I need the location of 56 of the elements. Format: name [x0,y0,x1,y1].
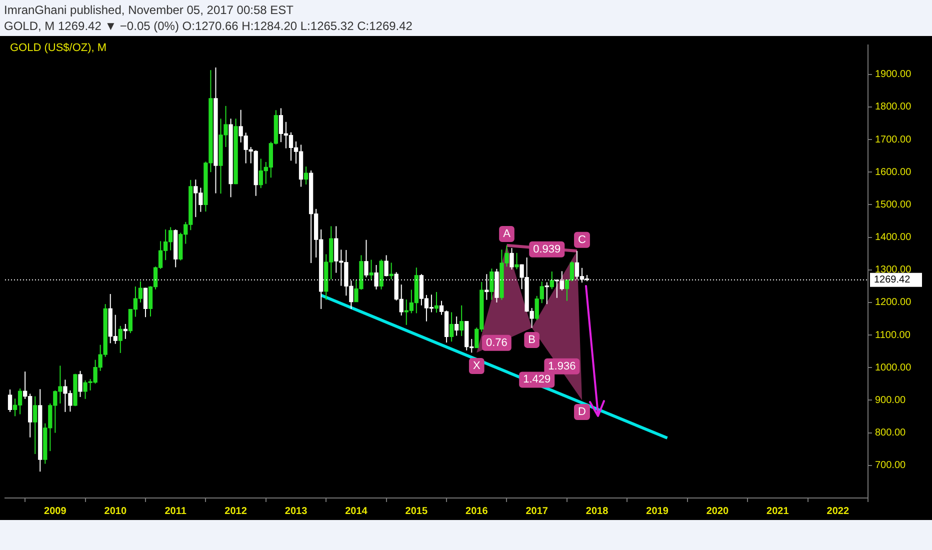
x-tick-label: 2013 [284,506,308,517]
text: ImranGhani published, November 05, 2017 00:58 EST [4,2,295,18]
annotation: C [578,234,586,246]
x-tick-label: 2022 [826,506,850,517]
candlestick [449,312,454,342]
y-tick-label: 1200.00 [875,297,912,308]
y-tick-label: 1400.00 [875,232,912,244]
candlestick [550,271,554,290]
ref-line-label: 1269.42 [874,274,911,286]
y-tick-label: 1000.00 [875,362,912,374]
text: GOLD, M 1269.42 ▼ −0.05 (0%) O:1270.66 H:1284.20 L:1265.32 C:1269.42 [4,18,412,34]
x-tick-label: 2017 [526,506,548,517]
x-tick-label: 2016 [466,506,488,517]
candlestick [384,254,388,277]
y-tick-label: 1300.00 [875,264,912,276]
candlestick [490,268,494,300]
annotation: X [472,360,481,372]
x-tick-label: 2009 [44,506,67,517]
x-tick-label: 2011 [164,506,187,517]
x-tick-label: 2014 [345,506,368,517]
candlestick [514,252,519,270]
x-tick-label: 2012 [224,506,248,517]
x-tick-label: 2018 [586,506,609,517]
annotation: B [528,334,536,346]
annotation: 0.76 [486,336,508,349]
candlestick [510,248,514,270]
candlestick [304,166,308,185]
y-tick-label: 1800.00 [875,102,912,113]
candlestick [143,287,148,318]
annotation: 1.429 [523,374,551,386]
y-tick-label: 1900.00 [875,69,912,80]
x-tick-label: 2019 [646,506,669,517]
candlestick [78,370,82,398]
y-tick-label: 1500.00 [875,199,912,210]
y-tick-label: 900.00 [875,394,906,406]
x-tick-label: 2021 [766,506,790,517]
candlestick [8,388,12,412]
y-tick-label: 1700.00 [875,134,912,146]
y-tick-label: 1600.00 [875,166,912,178]
x-tick-label: 2020 [706,506,730,517]
annotation: D [578,406,586,418]
candlestick [454,316,459,336]
annotation: A [503,228,512,240]
x-tick-label: 2015 [405,506,428,517]
candlestick [364,239,368,278]
y-tick-label: 700.00 [875,460,906,472]
chart-title: GOLD (US$/OZ), M [10,42,107,54]
annotation: 1.936 [548,360,576,372]
candlestick [118,325,122,354]
annotation: 0.939 [533,243,561,256]
x-tick-label: 2010 [104,506,127,517]
candlestick [460,304,464,337]
candlestick [369,259,374,281]
y-tick-label: 1100.00 [875,330,911,341]
y-tick-label: 800.00 [875,428,906,439]
candlestick [33,396,38,455]
